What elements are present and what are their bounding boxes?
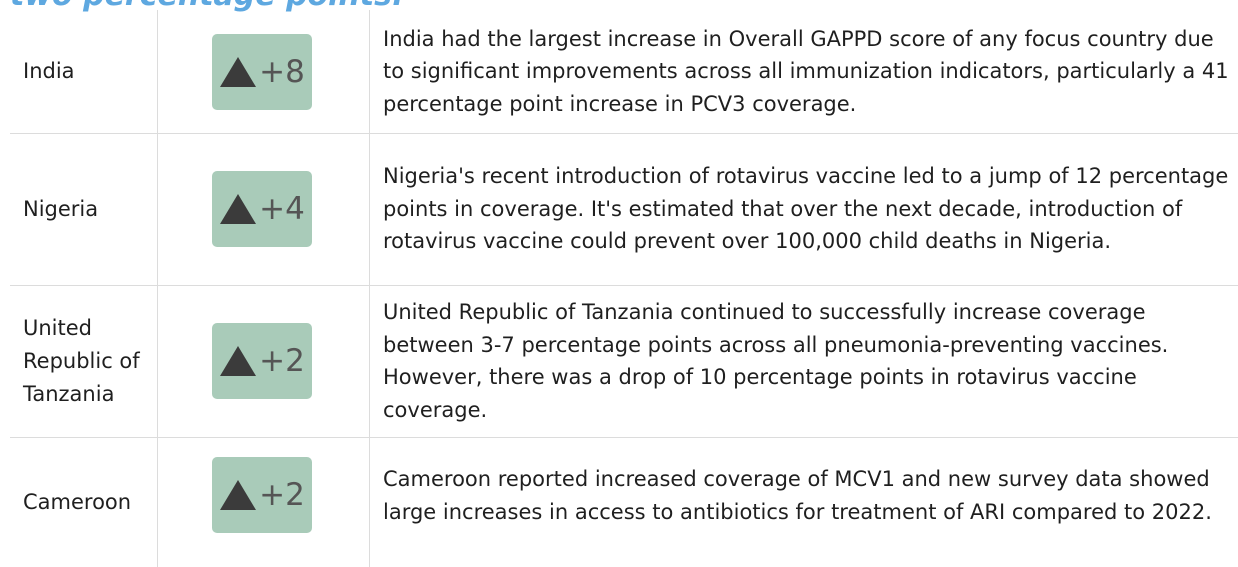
table-row: Cameroon +2 Cameroon reported increased co… [10, 437, 1238, 567]
table-row: United Republic of Tanzania +2 United Repu… [10, 285, 1238, 438]
up-triangle [220, 480, 257, 510]
change-badge: +2 [212, 323, 312, 399]
up-triangle [220, 346, 257, 376]
column-divider [157, 133, 158, 285]
note: Nigeria's recent introduction of rotavir… [383, 164, 1229, 254]
change-value: +2 [259, 343, 305, 379]
country: Cameroon [23, 489, 132, 514]
column-divider [369, 437, 370, 567]
note: India had the largest increase in Overal… [383, 26, 1229, 116]
column-divider [157, 10, 158, 133]
country: Nigeria [23, 196, 99, 221]
column-divider [369, 10, 370, 133]
table-row: Nigeria +4 Nigeria's recent introduction o… [10, 133, 1238, 286]
table-row: India +8 India had the largest increase in… [10, 10, 1238, 134]
page: two percentage points. India +8 India had … [10, 0, 1238, 567]
column-divider [157, 437, 158, 567]
change-badge: +2 [212, 457, 312, 533]
up-triangle [220, 194, 257, 224]
change-value: +2 [259, 477, 305, 513]
column-divider [157, 285, 158, 437]
country: India [23, 59, 75, 83]
country: United Republic of Tanzania [23, 315, 140, 406]
column-divider [369, 285, 370, 437]
change-value: +8 [259, 53, 305, 90]
change-badge: +8 [212, 33, 312, 110]
note: Cameroon reported increased coverage of … [383, 467, 1212, 524]
column-divider [369, 133, 370, 285]
up-triangle [220, 56, 257, 87]
change-value: +4 [259, 191, 305, 227]
heading: two percentage points. [10, 0, 403, 13]
change-badge: +4 [212, 171, 312, 247]
note: United Republic of Tanzania continued to… [383, 300, 1169, 422]
